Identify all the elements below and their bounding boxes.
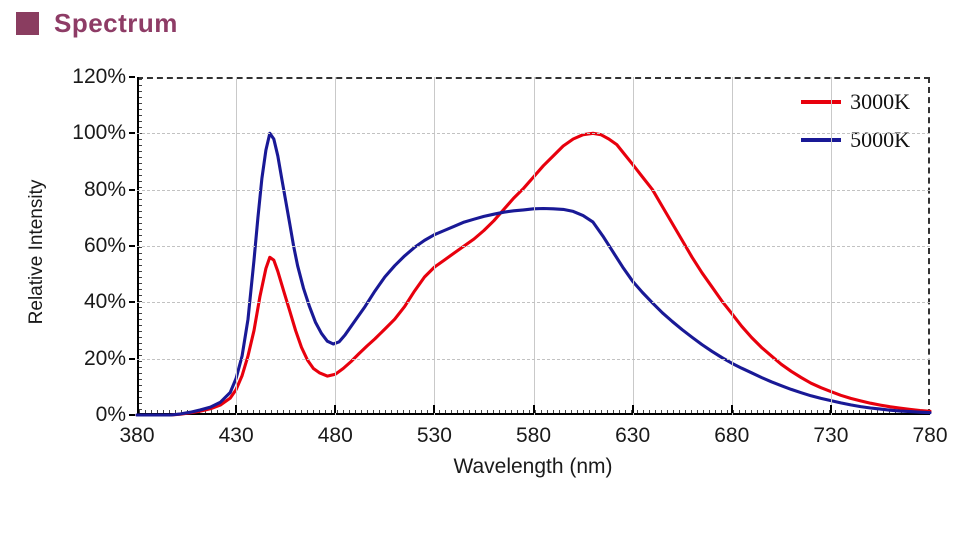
- plot-area: 3000K 5000K 380 430 480 530 580 630 680 730 780 0…: [72, 65, 947, 447]
- curve-3000k: [135, 131, 932, 417]
- horizontal-gridline: [137, 302, 930, 304]
- x-tick-label: 580: [515, 424, 552, 447]
- x-axis-tick: [631, 405, 634, 413]
- x-axis-tick: [334, 405, 337, 413]
- x-axis-tick: [532, 405, 535, 413]
- x-tick-label: 730: [813, 424, 849, 447]
- y-axis-tick: [129, 188, 135, 191]
- curve-5000k: [135, 131, 932, 417]
- y-tick-label: 120%: [72, 65, 126, 88]
- horizontal-gridline: [137, 246, 930, 247]
- horizontal-gridline: [137, 189, 930, 191]
- legend-line-5000k-icon: [801, 138, 842, 142]
- y-tick-label: 60%: [83, 234, 126, 257]
- y-tick-label: 0%: [95, 403, 126, 426]
- x-tick-label: 630: [615, 424, 651, 447]
- legend-label-5000k: 5000K: [850, 127, 910, 152]
- y-tick-label: 20%: [83, 346, 126, 370]
- y-axis-tick: [129, 357, 135, 360]
- legend: 3000K 5000K: [801, 89, 910, 166]
- x-tick-label: 780: [912, 424, 948, 447]
- x-tick-label: 530: [416, 424, 452, 447]
- y-tick-label: 100%: [72, 121, 126, 145]
- section-title: Spectrum: [54, 8, 178, 38]
- legend-item-5000k: 5000K: [801, 127, 910, 152]
- legend-line-3000k-icon: [801, 100, 842, 104]
- horizontal-gridline: [137, 358, 930, 360]
- y-axis-tick: [129, 414, 135, 416]
- y-tick-label: 40%: [83, 290, 126, 314]
- legend-item-3000k: 3000K: [801, 89, 910, 114]
- x-tick-label: 380: [119, 424, 155, 447]
- x-tick-label: 680: [714, 424, 750, 447]
- x-axis-tick: [433, 405, 436, 413]
- x-tick-label: 480: [317, 424, 353, 447]
- y-axis-tick: [129, 245, 135, 247]
- y-axis-tick: [129, 76, 135, 78]
- x-axis-tick: [730, 405, 733, 413]
- y-tick-label: 80%: [83, 177, 126, 201]
- horizontal-gridline: [137, 133, 930, 135]
- y-axis-tick: [129, 132, 135, 135]
- x-axis-title: Wavelength (nm): [453, 455, 613, 478]
- x-tick-label: 430: [218, 424, 254, 447]
- y-axis-tick: [129, 301, 135, 304]
- x-axis-tick: [235, 405, 238, 413]
- legend-label-3000k: 3000K: [850, 89, 910, 114]
- x-axis-tick: [829, 405, 832, 413]
- section-header: Spectrum: [16, 8, 178, 39]
- spectrum-curves: [135, 131, 932, 417]
- section-bullet-icon: [16, 12, 39, 35]
